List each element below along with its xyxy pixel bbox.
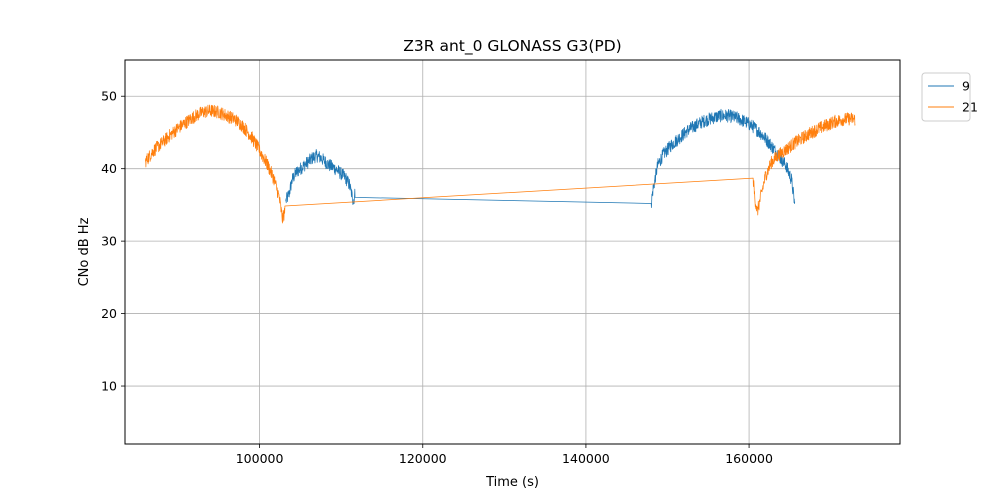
x-tick-label: 140000 [562, 451, 610, 466]
legend-box [921, 72, 971, 122]
y-axis-label: CNo dB Hz [77, 217, 92, 286]
plot-frame [124, 59, 901, 445]
y-tick-label: 20 [101, 306, 117, 321]
y-tick-label: 40 [101, 161, 117, 176]
legend: 921 [921, 72, 978, 122]
chart-title: Z3R ant_0 GLONASS G3(PD) [403, 37, 621, 56]
x-tick-label: 100000 [236, 451, 284, 466]
grid [125, 60, 900, 444]
series-line-21 [145, 104, 856, 224]
legend-label-21: 21 [962, 100, 978, 115]
y-tick-label: 10 [101, 379, 117, 394]
legend-label-9: 9 [962, 79, 970, 94]
y-tick-label: 30 [101, 234, 117, 249]
y-tick-label: 50 [101, 89, 117, 104]
series-line-9 [285, 108, 796, 208]
x-axis-label: Time (s) [485, 475, 539, 490]
plot-area [125, 60, 900, 444]
ticks: 100000 120000 140000 160000 10 20 30 40 50 [101, 89, 773, 466]
x-tick-label: 160000 [725, 451, 773, 466]
x-tick-label: 120000 [399, 451, 447, 466]
series-layer [145, 104, 856, 224]
